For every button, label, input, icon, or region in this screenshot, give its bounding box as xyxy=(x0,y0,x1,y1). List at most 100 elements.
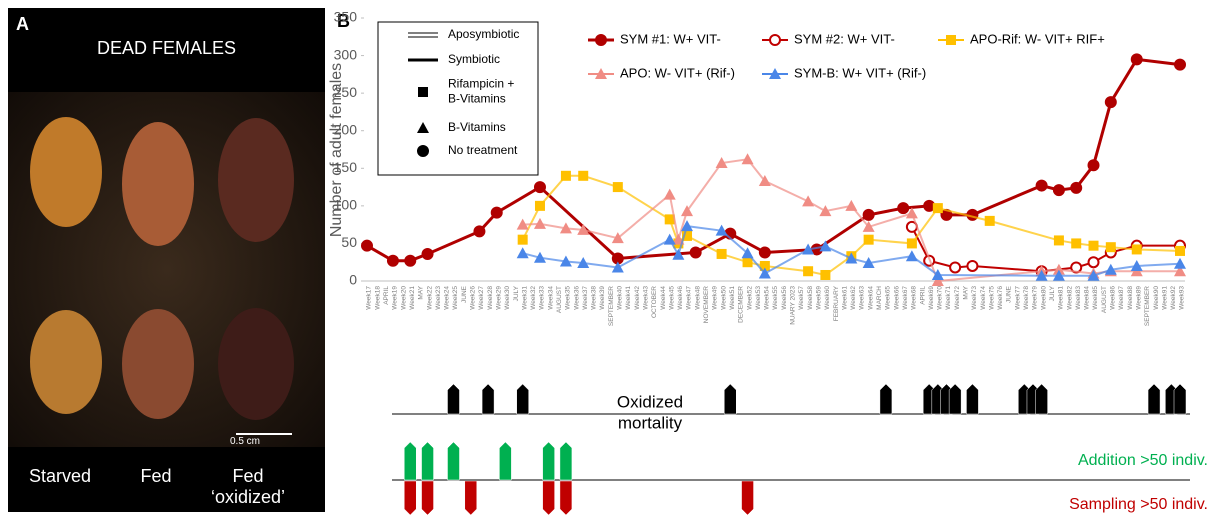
x-tick-label: Week40 xyxy=(617,286,624,310)
marker xyxy=(490,206,503,219)
x-tick-label: SEPTEMBER xyxy=(608,286,615,326)
x-tick-label: JULY xyxy=(513,285,520,301)
event-marker xyxy=(403,480,417,516)
key-label: Rifampicin + xyxy=(448,77,514,91)
x-tick-label: OCTOBER xyxy=(651,286,658,318)
event-marker xyxy=(966,383,979,415)
legend-label: APO-Rif: W- VIT+ RIF+ xyxy=(970,31,1105,46)
legend-label: APO: W- VIT+ (Rif-) xyxy=(620,65,735,80)
x-tick-label: Week17 xyxy=(366,286,373,310)
marker xyxy=(862,220,875,232)
x-tick-label: Week88 xyxy=(1127,286,1134,310)
scale-bar-label: 0.5 cm xyxy=(230,436,261,447)
marker xyxy=(758,175,771,187)
photo-label: Starved xyxy=(28,466,92,486)
y-tick-label: 100 xyxy=(334,197,358,213)
marker xyxy=(473,225,486,238)
marker xyxy=(1104,263,1117,275)
key-label: B-Vitamins xyxy=(448,92,506,106)
marker xyxy=(663,188,676,200)
marker xyxy=(715,224,728,236)
x-tick-label: Week43 xyxy=(642,286,649,310)
x-tick-label: AUGUST xyxy=(556,286,563,313)
x-tick-label: Week23 xyxy=(435,286,442,310)
marker xyxy=(984,215,995,226)
y-tick-label: 250 xyxy=(334,84,358,100)
marker xyxy=(716,248,727,259)
x-tick-label: Week45 xyxy=(668,286,675,310)
marker xyxy=(1130,259,1143,271)
x-tick-label: Week30 xyxy=(504,286,511,310)
x-tick-label: Week50 xyxy=(720,286,727,310)
marker xyxy=(820,269,831,280)
x-tick-label: Week64 xyxy=(867,286,874,310)
event-marker xyxy=(464,480,478,516)
marker xyxy=(1088,240,1099,251)
x-tick-label: Week35 xyxy=(565,286,572,310)
marker xyxy=(1052,269,1065,281)
x-tick-label: JUNE xyxy=(1006,285,1013,303)
marker xyxy=(578,170,589,181)
x-tick-label: Week48 xyxy=(694,286,701,310)
x-tick-label: Week58 xyxy=(807,286,814,310)
panel-title: DEAD FEMALES xyxy=(96,38,237,58)
marker xyxy=(862,208,875,221)
marker xyxy=(689,246,702,259)
x-tick-label: Week41 xyxy=(625,286,632,310)
x-tick-label: Week80 xyxy=(1040,286,1047,310)
x-tick-label: Week76 xyxy=(997,286,1004,310)
x-tick-label: Week81 xyxy=(1058,286,1065,310)
panel-label: B xyxy=(337,11,350,31)
marker xyxy=(533,251,546,263)
x-tick-label: Week28 xyxy=(487,286,494,310)
marker xyxy=(742,257,753,268)
marker xyxy=(1087,269,1100,281)
marker xyxy=(1104,96,1117,109)
x-tick-label: Week61 xyxy=(841,286,848,310)
marker xyxy=(863,234,874,245)
panel-a: A DEAD FEMALES 0.5 cm Starved Fed Fed ‘o… xyxy=(8,8,325,512)
x-tick-label: Week62 xyxy=(850,286,857,310)
x-tick-label: NUARY 2023 xyxy=(790,286,797,325)
y-tick-label: 150 xyxy=(334,159,358,175)
marker xyxy=(663,233,676,245)
marker xyxy=(906,238,917,249)
marker xyxy=(681,205,694,217)
marker xyxy=(1052,184,1065,197)
event-marker xyxy=(516,383,529,415)
x-tick-label: Week87 xyxy=(1118,286,1125,310)
marker xyxy=(664,214,675,225)
x-tick-label: FEBRUARY xyxy=(833,285,840,321)
event-marker xyxy=(447,441,460,481)
marker xyxy=(931,268,944,280)
photo-label: Fed ‘oxidized’ xyxy=(210,466,286,507)
marker xyxy=(1131,244,1142,255)
marker xyxy=(611,261,624,273)
x-tick-label: Week63 xyxy=(859,286,866,310)
y-tick-label: 350 xyxy=(334,9,358,25)
event-marker xyxy=(724,383,737,415)
marker xyxy=(421,247,434,260)
marker xyxy=(1070,181,1083,194)
x-tick-label: Week22 xyxy=(426,286,433,310)
x-tick-label: Week72 xyxy=(954,286,961,310)
x-tick-label: Week75 xyxy=(988,286,995,310)
marker xyxy=(845,199,858,211)
event-marker xyxy=(542,441,555,481)
x-tick-label: JUNE xyxy=(461,285,468,303)
marker xyxy=(758,246,771,259)
marker xyxy=(559,222,572,234)
x-tick-label: Week49 xyxy=(712,286,719,310)
x-tick-label: Week84 xyxy=(1084,286,1091,310)
event-label: Addition >50 indiv. xyxy=(1078,452,1208,469)
marker xyxy=(802,195,815,207)
x-tick-label: Week55 xyxy=(772,286,779,310)
marker xyxy=(517,234,528,245)
key-box xyxy=(377,21,539,176)
marker xyxy=(949,261,962,274)
x-tick-label: Week57 xyxy=(798,286,805,310)
event-label: Oxidized xyxy=(617,392,683,411)
marker xyxy=(803,266,814,277)
x-tick-label: Week42 xyxy=(634,286,641,310)
